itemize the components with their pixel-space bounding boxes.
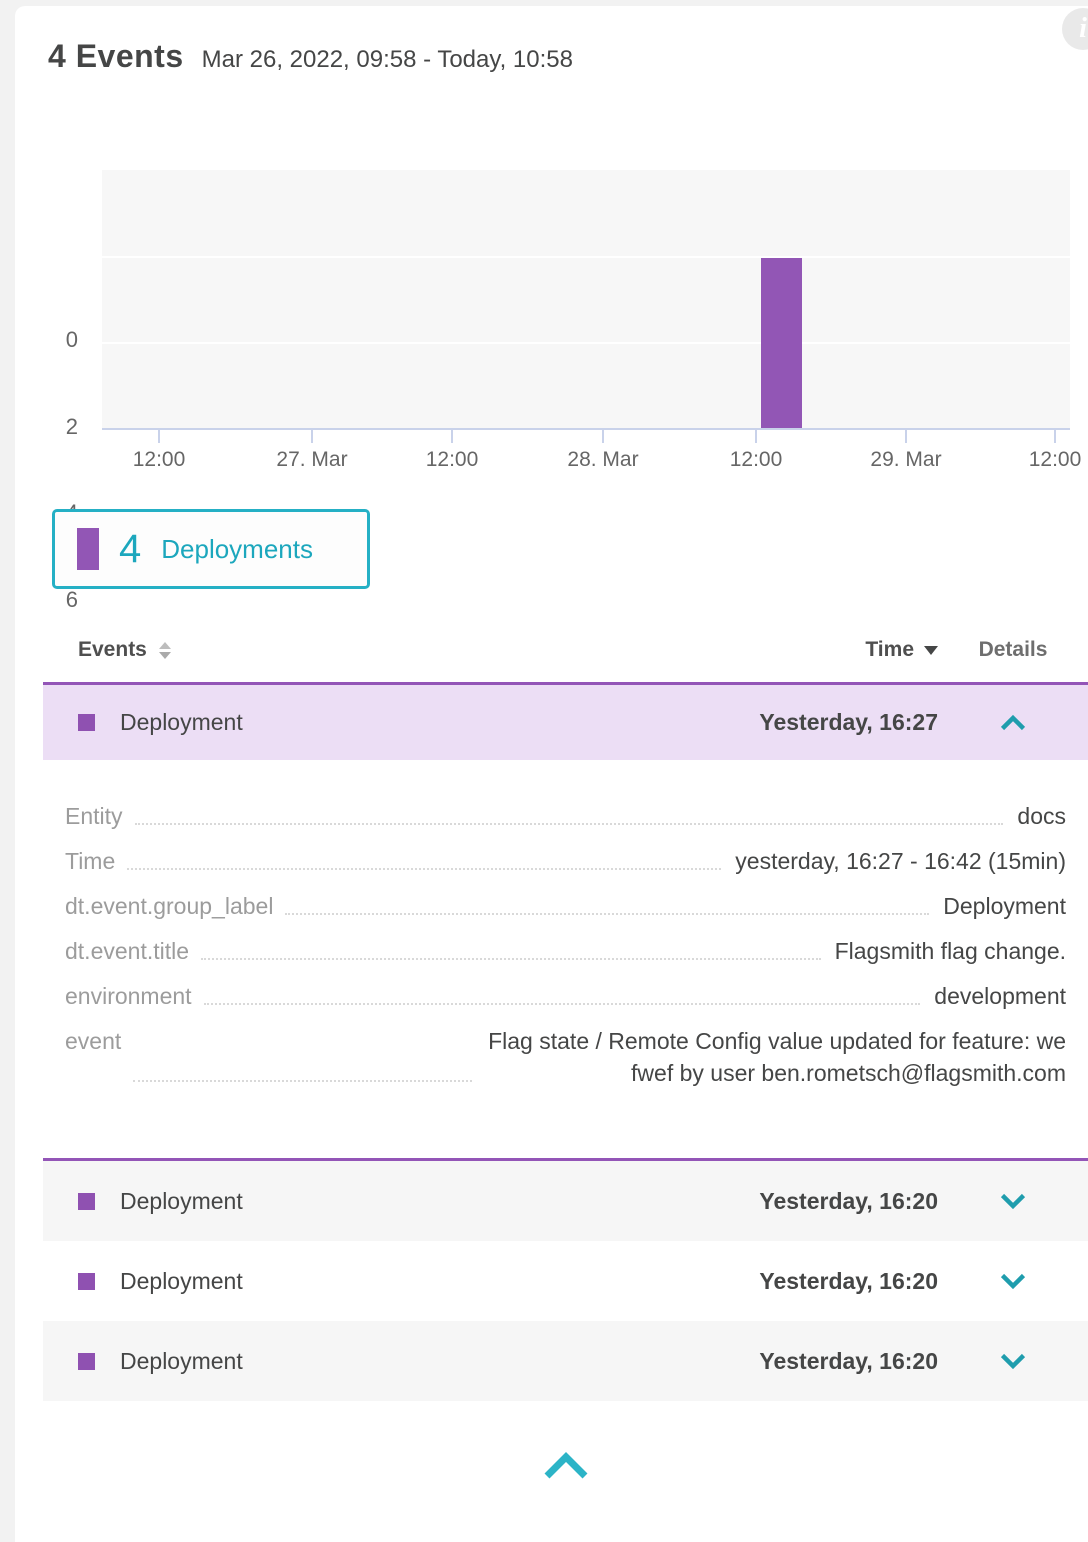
event-details-panel: Entity docs Time yesterday, 16:27 - 16:4… xyxy=(43,760,1088,1158)
legend-swatch xyxy=(77,528,99,570)
detail-value: docs xyxy=(1017,803,1066,829)
x-tick-label: 28. Mar xyxy=(567,448,639,471)
deployments-bar[interactable] xyxy=(761,258,802,430)
detail-row: Entity docs xyxy=(65,800,1066,832)
chevron-down-icon[interactable] xyxy=(1000,1353,1026,1370)
event-row-label: Deployment xyxy=(120,1347,243,1374)
x-tick-label: 12:00 xyxy=(1028,448,1082,471)
detail-value: yesterday, 16:27 - 16:42 (15min) xyxy=(735,848,1066,874)
chevron-up-icon[interactable] xyxy=(1000,714,1026,731)
x-tick xyxy=(905,430,907,443)
legend-label: Deployments xyxy=(161,533,313,564)
panel-header: 4 Events Mar 26, 2022, 09:58 - Today, 10… xyxy=(48,38,573,75)
x-tick-label: 29. Mar xyxy=(870,448,942,471)
y-tick-label: 2 xyxy=(65,414,78,439)
detail-leader xyxy=(285,913,930,915)
event-row-time: Yesterday, 16:20 xyxy=(759,1267,938,1294)
detail-value: Flagsmith flag change. xyxy=(834,938,1066,964)
event-type-swatch xyxy=(78,1192,95,1210)
x-axis xyxy=(102,428,1070,430)
detail-key: Entity xyxy=(65,803,123,829)
legend-count: 4 xyxy=(119,526,142,571)
event-row-time: Yesterday, 16:20 xyxy=(759,1187,938,1214)
event-row-label: Deployment xyxy=(120,709,243,735)
chart-plot-area xyxy=(102,170,1070,430)
detail-leader xyxy=(133,1080,472,1082)
x-tick-label: 27. Mar xyxy=(276,448,348,471)
event-row[interactable]: Deployment Yesterday, 16:20 xyxy=(43,1161,1088,1241)
x-tick xyxy=(602,430,604,443)
chevron-down-icon[interactable] xyxy=(1000,1273,1026,1290)
events-timeline-chart[interactable]: 0 2 4 6 .plot{top:0;transform:none;} 12:… xyxy=(0,170,1088,612)
detail-value: Deployment xyxy=(943,893,1066,919)
x-tick xyxy=(1054,430,1056,443)
info-icon-glyph: i xyxy=(1079,13,1087,44)
events-table: Events Time Details Deployment Yesterday… xyxy=(43,630,1088,1401)
x-tick xyxy=(311,430,313,443)
detail-row: dt.event.title Flagsmith flag change. xyxy=(65,935,1066,967)
event-row-label: Deployment xyxy=(120,1187,243,1214)
table-header-events[interactable]: Events xyxy=(78,638,865,662)
detail-leader xyxy=(127,868,722,870)
chevron-up-icon xyxy=(542,1450,590,1480)
detail-row: Time yesterday, 16:27 - 16:42 (15min) xyxy=(65,845,1066,877)
y-tick-label: 0 xyxy=(65,327,78,352)
x-tick xyxy=(755,430,757,443)
gridline xyxy=(102,342,1070,344)
detail-leader xyxy=(203,1003,921,1005)
detail-leader xyxy=(134,823,1004,825)
page-title: 4 Events xyxy=(48,38,184,74)
x-tick-label: 12:00 xyxy=(729,448,783,471)
detail-row: dt.event.group_label Deployment xyxy=(65,890,1066,922)
detail-row: environment development xyxy=(65,980,1066,1012)
x-tick xyxy=(158,430,160,443)
detail-key: environment xyxy=(65,983,192,1009)
detail-value: development xyxy=(934,983,1066,1009)
caret-down-icon xyxy=(924,645,938,655)
event-type-swatch xyxy=(78,1352,95,1370)
x-tick-label: 12:00 xyxy=(425,448,479,471)
detail-row: event Flag state / Remote Config value u… xyxy=(65,1025,1066,1089)
detail-key: dt.event.group_label xyxy=(65,893,274,919)
detail-key: dt.event.title xyxy=(65,938,190,964)
event-row[interactable]: Deployment Yesterday, 16:20 xyxy=(43,1321,1088,1401)
time-column-label: Time xyxy=(865,638,914,661)
detail-key: event xyxy=(65,1028,122,1054)
event-row-label: Deployment xyxy=(120,1267,243,1294)
table-header-row: Events Time Details xyxy=(43,630,1088,670)
x-tick-label: 12:00 xyxy=(132,448,186,471)
detail-key: Time xyxy=(65,848,116,874)
event-row-time: Yesterday, 16:27 xyxy=(759,709,938,735)
table-header-details: Details xyxy=(978,638,1048,661)
sort-icon xyxy=(158,641,171,659)
detail-value: Flag state / Remote Config value updated… xyxy=(488,1028,1066,1086)
expanded-event-group: Deployment Yesterday, 16:27 Entity docs … xyxy=(43,682,1088,1161)
chevron-down-icon[interactable] xyxy=(1000,1193,1026,1210)
gridline xyxy=(102,256,1070,258)
event-type-swatch xyxy=(78,714,95,731)
legend-deployments[interactable]: 4 Deployments xyxy=(52,509,370,589)
events-column-label: Events xyxy=(78,638,147,661)
table-header-time[interactable]: Time xyxy=(865,638,938,662)
timeframe-label: Mar 26, 2022, 09:58 - Today, 10:58 xyxy=(201,46,573,73)
event-row[interactable]: Deployment Yesterday, 16:20 xyxy=(43,1241,1088,1321)
x-tick xyxy=(451,430,453,443)
event-row-time: Yesterday, 16:20 xyxy=(759,1347,938,1374)
event-type-swatch xyxy=(78,1272,95,1290)
event-row-expanded[interactable]: Deployment Yesterday, 16:27 xyxy=(43,685,1088,760)
collapse-list-button[interactable] xyxy=(43,1450,1088,1480)
y-tick-label: 6 xyxy=(65,587,78,612)
detail-leader xyxy=(201,958,821,960)
